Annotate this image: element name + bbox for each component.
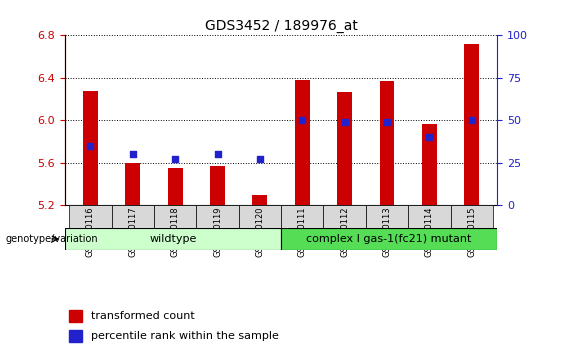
Point bbox=[298, 118, 307, 123]
Text: GSM250117: GSM250117 bbox=[128, 206, 137, 257]
Text: GSM250116: GSM250116 bbox=[86, 206, 95, 257]
Point bbox=[467, 118, 476, 123]
Point bbox=[255, 156, 264, 162]
Text: percentile rank within the sample: percentile rank within the sample bbox=[91, 331, 279, 341]
Bar bbox=[154, 205, 197, 228]
Bar bbox=[210, 166, 225, 205]
Point bbox=[340, 119, 349, 125]
Bar bbox=[197, 205, 238, 228]
Bar bbox=[422, 124, 437, 205]
Text: wildtype: wildtype bbox=[149, 234, 197, 244]
Bar bbox=[295, 80, 310, 205]
Bar bbox=[65, 228, 281, 250]
Bar bbox=[168, 168, 182, 205]
Bar bbox=[380, 81, 394, 205]
Bar bbox=[408, 205, 451, 228]
Text: GSM250113: GSM250113 bbox=[383, 206, 392, 257]
Title: GDS3452 / 189976_at: GDS3452 / 189976_at bbox=[205, 19, 358, 33]
Bar bbox=[464, 44, 479, 205]
Bar bbox=[125, 163, 140, 205]
Bar bbox=[281, 228, 497, 250]
Point bbox=[171, 156, 180, 162]
Text: GSM250115: GSM250115 bbox=[467, 206, 476, 257]
Text: genotype/variation: genotype/variation bbox=[6, 234, 98, 244]
Text: transformed count: transformed count bbox=[91, 311, 195, 321]
Point bbox=[213, 152, 222, 157]
Bar bbox=[69, 205, 112, 228]
Bar bbox=[323, 205, 366, 228]
Text: GSM250112: GSM250112 bbox=[340, 206, 349, 257]
Bar bbox=[69, 330, 82, 342]
Text: GSM250120: GSM250120 bbox=[255, 206, 264, 257]
Text: GSM250111: GSM250111 bbox=[298, 206, 307, 257]
Point bbox=[128, 152, 137, 157]
Bar bbox=[253, 195, 267, 205]
Bar bbox=[451, 205, 493, 228]
Bar bbox=[112, 205, 154, 228]
Point bbox=[425, 135, 434, 140]
Bar bbox=[366, 205, 408, 228]
Bar bbox=[83, 91, 98, 205]
Point bbox=[86, 143, 95, 149]
Bar bbox=[238, 205, 281, 228]
Bar bbox=[337, 92, 352, 205]
Bar bbox=[69, 310, 82, 322]
Text: GSM250114: GSM250114 bbox=[425, 206, 434, 257]
Bar bbox=[281, 205, 323, 228]
Text: complex I gas-1(fc21) mutant: complex I gas-1(fc21) mutant bbox=[306, 234, 472, 244]
Text: GSM250118: GSM250118 bbox=[171, 206, 180, 257]
Text: GSM250119: GSM250119 bbox=[213, 206, 222, 257]
Point bbox=[383, 119, 392, 125]
